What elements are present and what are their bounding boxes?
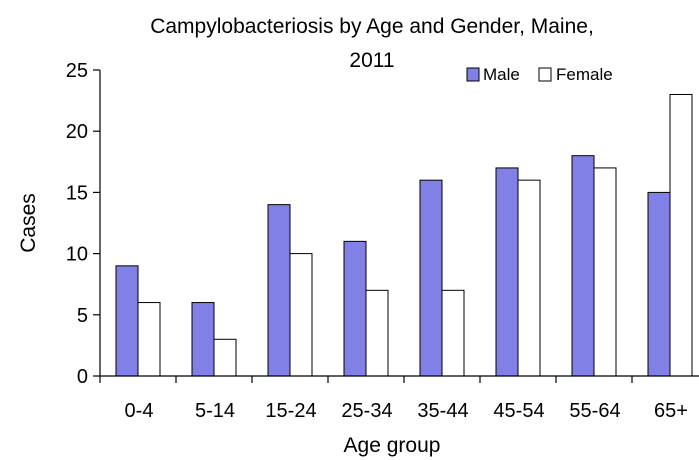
bar-male-5-14 bbox=[191, 302, 215, 377]
bar-male-65+ bbox=[647, 191, 671, 377]
legend-label-female: Female bbox=[556, 65, 613, 84]
plot-area: 0 5 10 15 20 25 0-4 5-14 15-24 25-34 35-44 45-54 55-… bbox=[66, 60, 693, 422]
x-axis-label: Age group bbox=[344, 434, 441, 457]
bar-male-35-44 bbox=[419, 179, 443, 377]
legend-swatch-female bbox=[538, 67, 552, 82]
bar-male-45-54 bbox=[495, 167, 519, 377]
x-tick-label: 5-14 bbox=[195, 400, 235, 422]
bar-female-5-14 bbox=[213, 338, 237, 377]
y-tick-label: 20 bbox=[66, 121, 88, 143]
y-tick-label: 10 bbox=[66, 244, 88, 266]
x-tick-label: 35-44 bbox=[417, 400, 468, 422]
y-tick-label: 25 bbox=[66, 60, 88, 82]
y-axis-label: Cases bbox=[17, 193, 40, 253]
y-tick-label: 5 bbox=[77, 305, 88, 327]
legend-label-male: Male bbox=[483, 65, 520, 84]
bar-female-15-24 bbox=[289, 253, 313, 377]
x-tick-label: 25-34 bbox=[341, 400, 392, 422]
bar-female-35-44 bbox=[441, 289, 465, 377]
bar-male-55-64 bbox=[571, 155, 595, 377]
bar-female-65+ bbox=[669, 93, 693, 377]
y-tick-label: 15 bbox=[66, 182, 88, 204]
x-tick-label: 45-54 bbox=[493, 400, 544, 422]
bar-female-45-54 bbox=[517, 179, 541, 377]
x-tick-label: 65+ bbox=[654, 400, 688, 422]
chart-title-line2: 2011 bbox=[349, 49, 394, 72]
legend-swatch-male bbox=[466, 67, 480, 82]
x-tick-label: 0-4 bbox=[125, 400, 154, 422]
bar-male-25-34 bbox=[343, 240, 367, 377]
bar-female-0-4 bbox=[137, 302, 161, 377]
chart-title-line1: Campylobacteriosis by Age and Gender, Ma… bbox=[150, 15, 594, 38]
y-tick-label: 0 bbox=[77, 366, 88, 388]
x-tick-label: 55-64 bbox=[569, 400, 620, 422]
bar-male-0-4 bbox=[115, 265, 139, 377]
bar-male-15-24 bbox=[267, 204, 291, 377]
x-tick-label: 15-24 bbox=[265, 400, 316, 422]
bar-female-25-34 bbox=[365, 289, 389, 377]
bar-female-55-64 bbox=[593, 167, 617, 377]
legend: Male Female bbox=[466, 65, 613, 84]
